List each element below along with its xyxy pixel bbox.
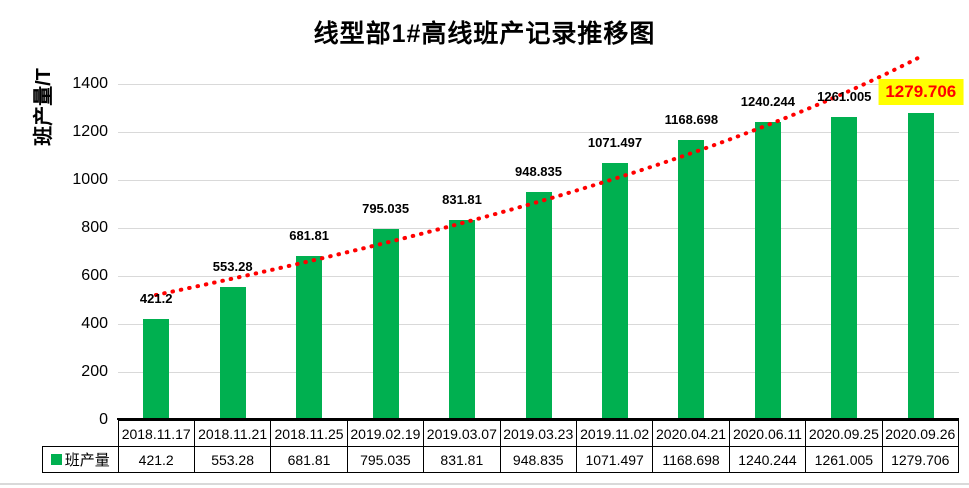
bar-2018.11.25 bbox=[296, 256, 323, 420]
table-value-cell: 1261.005 bbox=[805, 446, 883, 473]
value-row: 班产量 421.2 553.28 681.81 795.035 831.81 948.83… bbox=[42, 446, 960, 473]
table-date-cell: 2020.09.26 bbox=[881, 420, 960, 447]
date-row: 2018.11.17 2018.11.21 2018.11.25 2019.02.19… bbox=[43, 420, 960, 447]
table-corner-blank bbox=[43, 421, 119, 447]
table-value-cell: 681.81 bbox=[270, 446, 348, 473]
y-tick-800: 800 bbox=[81, 219, 108, 236]
table-value-cell: 948.835 bbox=[499, 446, 577, 473]
bar-2019.03.23 bbox=[525, 192, 552, 420]
table-date-cell: 2020.04.21 bbox=[652, 420, 730, 447]
gridline-1400 bbox=[118, 84, 959, 85]
y-axis-title: 班产量/T bbox=[33, 68, 55, 146]
bar-2019.11.02 bbox=[602, 162, 628, 420]
table-value-cell: 1168.698 bbox=[652, 446, 730, 473]
table-date-cell: 2019.03.07 bbox=[423, 420, 501, 447]
table-date-cell: 2018.11.17 bbox=[117, 420, 195, 447]
data-label: 421.2 bbox=[139, 290, 173, 306]
table-value-cell: 553.28 bbox=[193, 446, 272, 473]
table-date-cell: 2020.09.25 bbox=[805, 420, 883, 447]
table-date-cell: 2018.11.21 bbox=[193, 420, 272, 447]
legend-label: 班产量 bbox=[64, 452, 110, 469]
table-date-cell: 2020.06.11 bbox=[728, 420, 807, 447]
data-label: 1071.497 bbox=[587, 134, 643, 150]
table-date-cell: 2018.11.25 bbox=[270, 420, 348, 447]
bar-2020.06.11 bbox=[754, 122, 781, 420]
x-axis-line bbox=[117, 418, 959, 420]
data-label: 1240.244 bbox=[740, 94, 796, 110]
bottom-divider bbox=[0, 483, 969, 485]
data-label: 795.035 bbox=[362, 201, 410, 217]
data-label: 1168.698 bbox=[664, 111, 719, 127]
data-label: 948.835 bbox=[515, 164, 562, 180]
data-label: 1261.005 bbox=[817, 89, 872, 105]
y-tick-1000: 1000 bbox=[72, 171, 108, 188]
data-label: 681.81 bbox=[289, 228, 329, 244]
y-tick-600: 600 bbox=[81, 267, 108, 284]
data-label-highlighted: 1279.706 bbox=[878, 78, 964, 105]
table-value-cell: 421.2 bbox=[117, 446, 195, 473]
table-value-cell: 795.035 bbox=[346, 446, 425, 473]
data-table: 2018.11.17 2018.11.21 2018.11.25 2019.02.19… bbox=[42, 420, 960, 473]
bar-2019.02.19 bbox=[372, 229, 399, 420]
series-marker-icon bbox=[50, 454, 62, 465]
table-date-cell: 2019.11.02 bbox=[575, 420, 654, 447]
y-tick-1400: 1400 bbox=[72, 75, 108, 92]
table-date-cell: 2019.03.23 bbox=[499, 420, 577, 447]
table-value-cell: 1279.706 bbox=[881, 446, 960, 473]
bar-2018.11.21 bbox=[219, 287, 246, 420]
legend-cell: 班产量 bbox=[42, 446, 119, 473]
y-tick-1200: 1200 bbox=[72, 123, 108, 140]
bar-2020.04.21 bbox=[678, 139, 705, 420]
bar-2020.09.25 bbox=[831, 117, 858, 420]
table-date-cell: 2019.02.19 bbox=[346, 420, 425, 447]
table-value-cell: 1071.497 bbox=[575, 446, 654, 473]
bar-2020.09.26 bbox=[907, 112, 934, 420]
data-label: 831.81 bbox=[442, 192, 482, 208]
chart-title: 线型部1#高线班产记录推移图 bbox=[313, 20, 656, 48]
table-value-cell: 1240.244 bbox=[728, 446, 807, 473]
y-tick-200: 200 bbox=[81, 363, 108, 380]
data-label: 553.28 bbox=[212, 259, 253, 275]
y-tick-0: 0 bbox=[99, 411, 108, 428]
bar-2019.03.07 bbox=[449, 220, 475, 420]
y-tick-400: 400 bbox=[81, 315, 108, 332]
bar-2018.11.17 bbox=[143, 318, 170, 420]
table-value-cell: 831.81 bbox=[423, 446, 501, 473]
